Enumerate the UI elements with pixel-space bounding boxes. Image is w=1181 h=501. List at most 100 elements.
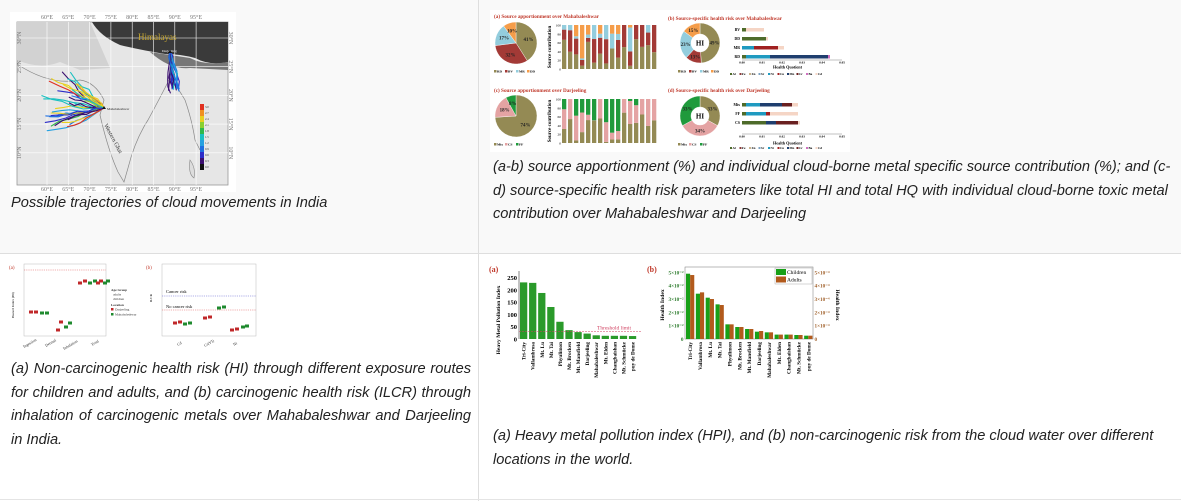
lon-tick-bottom: 60°E [41, 186, 53, 192]
stacked-bar-segment [598, 33, 603, 38]
stacked-bar-segment [640, 114, 645, 143]
metal-legend-swatch [730, 147, 732, 149]
stacked-bar-segment [622, 112, 627, 143]
hq-bar-segment [742, 112, 746, 116]
lon-tick-bottom: 70°E [84, 186, 96, 192]
metal-legend-label: Cu [780, 72, 784, 76]
legend-swatch [678, 143, 681, 146]
metal-legend-label: Mn [790, 146, 795, 150]
pie-slice-label: 41% [524, 38, 534, 43]
stacked-bar-segment [616, 139, 621, 143]
hi-boxplot-mark [64, 325, 68, 329]
stacked-bar-segment [580, 58, 585, 60]
hpi-panel-label: (a) [489, 265, 499, 274]
route-total: Total [90, 338, 100, 347]
metal-legend-swatch [749, 73, 751, 75]
legend-label: DD [714, 70, 720, 74]
hi-bar-children [784, 334, 789, 339]
legend-age-title: Age Group [111, 288, 127, 292]
stacked-bar-segment [586, 99, 591, 115]
stacked-bar-segment [598, 37, 603, 54]
legend-swatch [494, 143, 497, 146]
hi-y-tick: 5×10⁻² [668, 270, 683, 276]
metal-legend-label: Zn [752, 72, 756, 76]
metal-legend-label: Al [733, 72, 736, 76]
trajectory-line-darjeeling [169, 50, 180, 90]
hpi-y-tick: 50 [511, 324, 518, 331]
legend-swatch [516, 70, 519, 73]
hi-bar-children [745, 329, 750, 339]
hpi-x-tick: Tri-City [522, 342, 528, 360]
stacked-bar-segment [634, 25, 639, 40]
hq-tick: 0.01 [759, 135, 765, 139]
lon-tick-top: 70°E [84, 14, 96, 21]
cancer-risk-label: Cancer risk [166, 289, 187, 294]
hpi-bar-8 [592, 335, 600, 339]
stacked-bar-segment [580, 59, 585, 66]
hpi-x-tick: Mt. Tai [549, 341, 555, 358]
metal-legend-swatch [739, 147, 742, 149]
metal-legend-swatch [815, 73, 818, 75]
stacked-bar-segment [628, 65, 633, 69]
stacked-bar-segment [610, 99, 615, 133]
stacked-bar-segment [580, 132, 585, 143]
lon-tick-top: 60°E [41, 14, 53, 21]
lon-tick-top: 90°E [169, 14, 181, 21]
hpi-y-tick: 150 [507, 300, 517, 307]
hq-tick: 0.02 [779, 61, 785, 65]
hi-boxplot-mark [222, 305, 226, 309]
stacked-bar-segment [652, 52, 657, 69]
metal-legend-label: Ni [771, 146, 774, 150]
hi-bar-children [735, 327, 740, 339]
pie-slice-ff [679, 95, 701, 126]
hi-x-tick: Mt. Brocken [737, 342, 743, 370]
metal-legend-label: Ba [809, 146, 813, 150]
hq-bar-segment [746, 112, 766, 116]
hq-row-label: RD [735, 55, 741, 59]
hi-bar-children [774, 334, 779, 339]
legend-swatch [689, 143, 692, 146]
hi-y2label: Health Index [834, 289, 840, 320]
legend-label: CS [508, 143, 513, 147]
stacked-bar-segment [616, 39, 621, 58]
metal-legend-swatch [787, 73, 789, 75]
hi-y2-tick: 0 [815, 337, 818, 343]
hpi-x-tick: Vallambrosa [531, 342, 537, 370]
pie-slice-label: 8% [509, 102, 517, 107]
stacked-bar-segment [568, 119, 573, 143]
stacked-bar-segment [628, 99, 633, 101]
metal-legend-swatch [796, 73, 799, 75]
hq-tick: 0.02 [779, 135, 785, 139]
y-tick: 40 [558, 50, 562, 54]
metal-legend-swatch [806, 147, 808, 149]
colorbar-segment [200, 128, 204, 134]
hi-boxplot-mark [241, 325, 245, 329]
hi-x-tick: Mt. Lu [708, 342, 714, 358]
donut-center-label: HI [696, 40, 704, 48]
lon-tick-bottom: 95°E [190, 186, 202, 192]
hi-y2-tick: 3×10⁻⁴ [815, 297, 830, 303]
stacked-bar-segment [562, 29, 567, 40]
stacked-bar-segment [616, 25, 621, 34]
hi-boxplot-mark [34, 310, 38, 314]
pie-slice-label: 33% [683, 107, 693, 112]
metal-legend-label: Sr [761, 72, 765, 76]
metal-legend-label: Ni [771, 72, 774, 76]
hpi-x-tick: Phyulimon [558, 342, 564, 366]
stacked-bar-segment [610, 25, 615, 34]
lon-tick-bottom: 85°E [147, 186, 159, 192]
hi-bar-adults [768, 332, 774, 339]
stacked-bar-segment [646, 45, 651, 69]
legend-mahabaleshwar: Mahabaleshwar [115, 313, 137, 317]
metal-legend-swatch [758, 73, 761, 75]
hq-bar-segment [742, 121, 766, 125]
stacked-bar-segment [568, 99, 573, 120]
caption-source-apportionment: (a-b) source apportionment (%) and indiv… [493, 159, 1171, 222]
stacked-bar-segment [574, 36, 579, 39]
lon-tick-top: 75°E [105, 14, 117, 21]
xlabel-hq-b: Health Quotient [773, 65, 803, 70]
legend-swatch [505, 70, 508, 73]
legend-label: CS [692, 143, 697, 147]
trajectory-line-mahabaleshwar [71, 89, 105, 109]
stacked-bar-segment [592, 39, 597, 63]
